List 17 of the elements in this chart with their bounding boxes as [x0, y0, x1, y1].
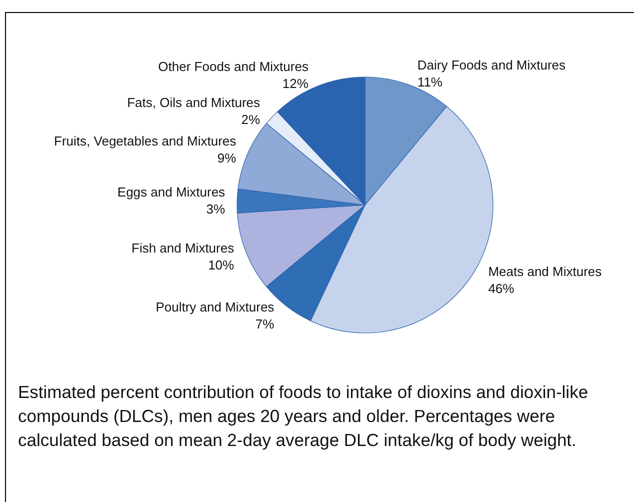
slice-label: Other Foods and Mixtures — [158, 58, 309, 74]
data-label: 3% — [206, 202, 226, 217]
data-label: 7% — [255, 316, 275, 332]
slice-label: Fats, Oils and Mixtures — [127, 94, 261, 110]
slice-label: Eggs and Mixtures — [117, 184, 226, 200]
data-label: 10% — [208, 258, 235, 273]
data-label: 46% — [488, 281, 515, 296]
slice-label: Fruits, Vegetables and Mixtures — [54, 133, 237, 148]
slice-label: Fish and Mixtures — [132, 240, 235, 256]
slice-label: Poultry and Mixtures — [156, 300, 275, 315]
data-label: 9% — [217, 150, 237, 166]
slice-label: Meats and Mixtures — [488, 264, 602, 280]
data-label: 12% — [282, 76, 309, 91]
data-label: 2% — [241, 112, 260, 127]
slice-label: Dairy Foods and Mixtures — [417, 57, 566, 72]
text: Estimated percent contribution of foods to intake of dioxins and dioxin-like compounds (DLCs), men ages 20 years and older. Percentages were calculated based on mean 2-day average DLC intake/kg of body weight. — [18, 381, 590, 452]
data-label: 11% — [417, 74, 443, 90]
